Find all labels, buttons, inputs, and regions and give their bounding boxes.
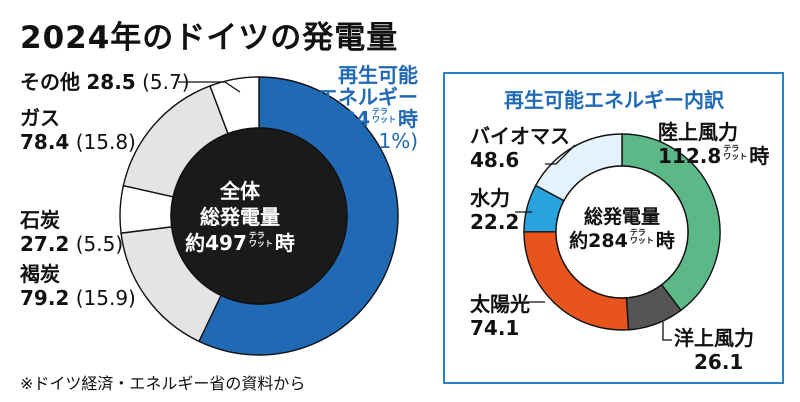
source-note: ※ドイツ経済・エネルギー省の資料から bbox=[20, 374, 306, 393]
leader-biomass bbox=[545, 144, 576, 165]
label-lignite: 褐炭 79.2 (15.9) bbox=[20, 262, 136, 310]
overall-donut bbox=[119, 76, 399, 356]
leader-other bbox=[178, 81, 241, 93]
label-biomass: バイオマス 48.6 bbox=[470, 124, 570, 172]
overall-center bbox=[170, 127, 348, 305]
label-solar: 太陽光 74.1 bbox=[470, 292, 530, 340]
renewable-center bbox=[555, 165, 689, 299]
unit-tw: テラ ワット bbox=[723, 144, 748, 161]
label-other: その他 28.5 (5.7) bbox=[20, 70, 190, 94]
leader-offshore bbox=[662, 322, 672, 341]
renewable-breakdown-panel bbox=[443, 72, 784, 384]
overall-center-label: 全体 総発電量 約497 テラ ワット時 bbox=[185, 179, 295, 255]
label-offshore: 洋上風力 26.1 bbox=[674, 326, 754, 374]
unit-tw: テラ ワット bbox=[248, 231, 273, 248]
panel-title: 再生可能エネルギー内訳 bbox=[504, 88, 724, 112]
unit-tw: テラ ワット bbox=[372, 107, 396, 124]
label-coal: 石炭 27.2 (5.5) bbox=[20, 208, 124, 256]
unit-tw: テラ ワット bbox=[629, 228, 654, 245]
label-renewable: 再生可能 エネルギー 284 テラ ワット時 (57.1%) bbox=[318, 63, 418, 153]
label-onshore: 陸上風力 112.8 テラ ワット時 bbox=[658, 120, 770, 168]
page-title: 2024年のドイツの発電量 bbox=[20, 20, 399, 56]
renewable-donut bbox=[523, 133, 721, 331]
renewable-center-label: 総発電量 約284 テラ ワット時 bbox=[569, 206, 675, 252]
label-gas: ガス 78.4 (15.8) bbox=[20, 106, 136, 154]
label-hydro: 水力 22.2 bbox=[470, 186, 520, 234]
leader-lines bbox=[178, 81, 672, 341]
